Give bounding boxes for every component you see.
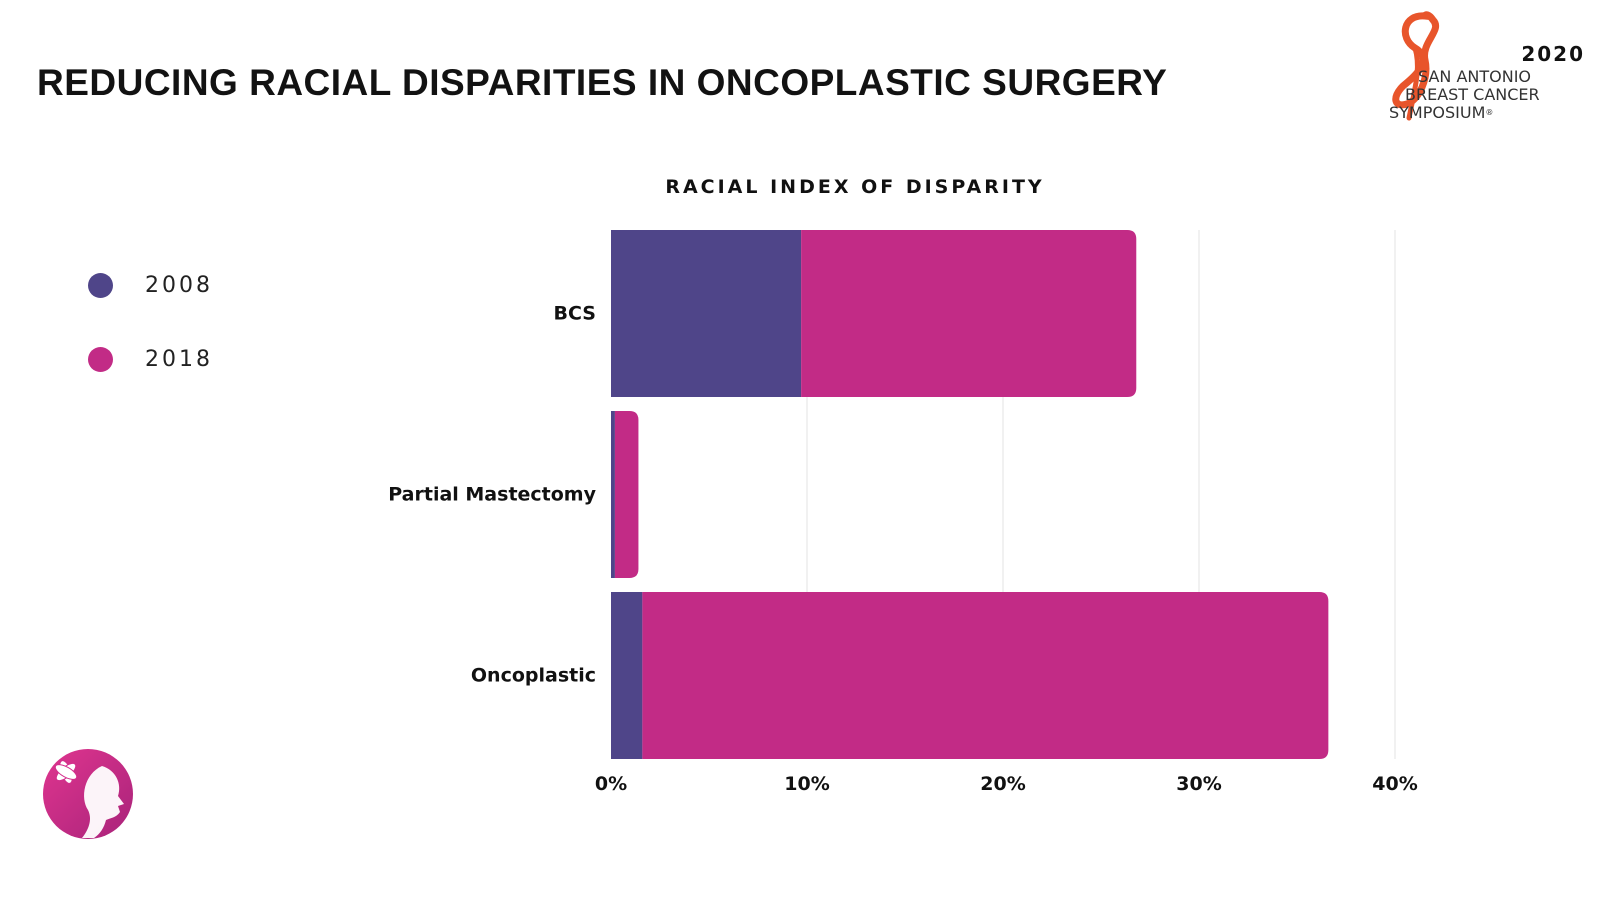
brand-line-3-text: SYMPOSIUM xyxy=(1389,103,1486,122)
legend-label-2008: 2008 xyxy=(145,272,213,298)
x-tick-label-0: 0% xyxy=(595,773,627,795)
category-label-bcs: BCS xyxy=(554,303,596,325)
legend-item-2018: 2018 xyxy=(88,342,213,376)
bar-oncoplastic-2008 xyxy=(611,592,643,759)
bar-bcs-2018 xyxy=(801,230,1137,397)
category-label-oncoplastic: Oncoplastic xyxy=(471,665,596,687)
ribbon-icon xyxy=(1392,11,1439,121)
chart-title: RACIAL INDEX OF DISPARITY xyxy=(665,176,1045,198)
bar-partial-mastectomy-2008 xyxy=(611,411,615,578)
brand-line-1: SAN ANTONIO xyxy=(1418,67,1532,86)
brand-line-3: SYMPOSIUM® xyxy=(1389,104,1493,122)
sabcs-brand: 2020 SAN ANTONIO BREAST CANCER SYMPOSIUM… xyxy=(1385,8,1595,138)
legend: 2008 2018 xyxy=(88,268,213,416)
category-label-partial-mastectomy: Partial Mastectomy xyxy=(388,484,596,506)
brand-line-2: BREAST CANCER xyxy=(1405,85,1540,104)
legend-item-2008: 2008 xyxy=(88,268,213,302)
bar-partial-mastectomy-2018 xyxy=(614,411,639,578)
x-tick-label-40: 40% xyxy=(1372,773,1417,795)
brand-year: 2020 xyxy=(1521,42,1585,66)
x-tick-label-20: 20% xyxy=(980,773,1025,795)
x-tick-label-10: 10% xyxy=(784,773,829,795)
woman-profile-flower-icon xyxy=(43,749,133,839)
legend-swatch-2018 xyxy=(88,346,113,372)
legend-label-2018: 2018 xyxy=(145,346,213,372)
page-title: REDUCING RACIAL DISPARITIES IN ONCOPLAST… xyxy=(37,62,1168,103)
legend-swatch-2008 xyxy=(88,272,113,298)
x-tick-label-30: 30% xyxy=(1176,773,1221,795)
bar-bcs-2008 xyxy=(611,230,802,397)
bar-oncoplastic-2018 xyxy=(642,592,1329,759)
registered-mark: ® xyxy=(1485,108,1494,117)
